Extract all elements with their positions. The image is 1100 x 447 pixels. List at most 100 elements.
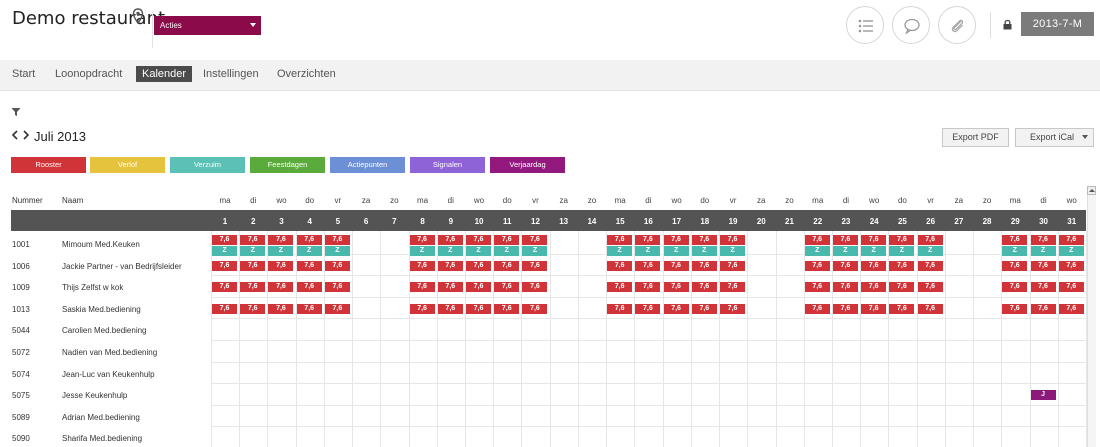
- day-number-label[interactable]: 16: [643, 217, 653, 226]
- legend-item-feestdagen[interactable]: Feestdagen: [250, 157, 325, 173]
- shift-cell[interactable]: 7,6: [494, 260, 520, 271]
- shift-cell[interactable]: 7,6: [832, 282, 858, 293]
- shift-cell[interactable]: 7,6: [324, 260, 350, 271]
- shift-cell[interactable]: 7,6: [522, 303, 548, 314]
- shift-cell[interactable]: 7,6: [663, 282, 689, 293]
- shift-cell[interactable]: 7,6: [466, 282, 492, 293]
- export-pdf-button[interactable]: Export PDF: [942, 128, 1009, 147]
- shift-cell[interactable]: 7,6: [494, 235, 520, 245]
- day-number-label[interactable]: 22: [813, 217, 823, 226]
- day-number-label[interactable]: 3: [279, 217, 284, 226]
- shift-cell[interactable]: 7,6: [1002, 282, 1028, 293]
- shift-cell[interactable]: 7,6: [889, 303, 915, 314]
- day-number-label[interactable]: 24: [869, 217, 879, 226]
- shift-cell[interactable]: 7,6: [832, 235, 858, 245]
- shift-cell[interactable]: 7,6: [861, 282, 887, 293]
- shift-cell[interactable]: 7,6: [212, 260, 237, 271]
- export-ical-dropdown[interactable]: Export iCal: [1015, 128, 1094, 147]
- shift-cell[interactable]: 7,6: [889, 260, 915, 271]
- day-number-label[interactable]: 12: [531, 217, 540, 226]
- shift-cell[interactable]: 7,6: [1002, 235, 1028, 245]
- sick-cell[interactable]: Z: [1002, 246, 1028, 256]
- legend-item-signalen[interactable]: Signalen: [410, 157, 485, 173]
- day-number-label[interactable]: 23: [841, 217, 851, 226]
- shift-cell[interactable]: 7,6: [240, 260, 266, 271]
- sick-cell[interactable]: Z: [720, 246, 746, 256]
- sick-cell[interactable]: Z: [832, 246, 858, 256]
- day-number-label[interactable]: 31: [1067, 217, 1077, 226]
- day-number-label[interactable]: 7: [392, 217, 397, 226]
- shift-cell[interactable]: 7,6: [691, 303, 717, 314]
- day-number-label[interactable]: 20: [756, 217, 766, 226]
- legend-item-rooster[interactable]: Rooster: [11, 157, 86, 173]
- day-number-label[interactable]: 9: [448, 217, 454, 226]
- shift-cell[interactable]: 7,6: [522, 282, 548, 293]
- day-number-label[interactable]: 21: [785, 217, 794, 226]
- shift-cell[interactable]: 7,6: [1002, 303, 1028, 314]
- sick-cell[interactable]: Z: [494, 246, 520, 256]
- shift-cell[interactable]: 7,6: [720, 235, 746, 245]
- shift-cell[interactable]: 7,6: [240, 235, 266, 245]
- day-number-label[interactable]: 18: [700, 217, 710, 226]
- shift-cell[interactable]: 7,6: [663, 260, 689, 271]
- list-button[interactable]: [846, 6, 884, 44]
- shift-cell[interactable]: 7,6: [663, 303, 689, 314]
- shift-cell[interactable]: 7,6: [268, 260, 294, 271]
- day-number-label[interactable]: 8: [420, 217, 425, 226]
- shift-cell[interactable]: 7,6: [804, 235, 830, 245]
- employee-name[interactable]: Saskia Med.bediening: [62, 304, 141, 314]
- day-number-label[interactable]: 13: [559, 217, 569, 226]
- shift-cell[interactable]: 7,6: [240, 303, 266, 314]
- shift-cell[interactable]: 7,6: [1030, 235, 1056, 245]
- nav-instellingen[interactable]: Instellingen: [203, 68, 259, 80]
- actions-dropdown[interactable]: Acties: [154, 16, 261, 35]
- shift-cell[interactable]: 7,6: [917, 282, 943, 293]
- shift-cell[interactable]: 7,6: [212, 303, 237, 314]
- shift-cell[interactable]: 7,6: [917, 303, 943, 314]
- shift-cell[interactable]: 7,6: [607, 260, 633, 271]
- shift-cell[interactable]: 7,6: [861, 303, 887, 314]
- sick-cell[interactable]: Z: [437, 246, 463, 256]
- day-number-label[interactable]: 19: [728, 217, 738, 226]
- sick-cell[interactable]: Z: [663, 246, 689, 256]
- shift-cell[interactable]: 7,6: [494, 303, 520, 314]
- sick-cell[interactable]: Z: [212, 246, 237, 256]
- shift-cell[interactable]: 7,6: [296, 282, 322, 293]
- day-number-label[interactable]: 29: [1010, 217, 1020, 226]
- shift-cell[interactable]: 7,6: [607, 235, 633, 245]
- shift-cell[interactable]: 7,6: [663, 235, 689, 245]
- sick-cell[interactable]: Z: [268, 246, 294, 256]
- day-number-label[interactable]: 2: [250, 217, 256, 226]
- day-number-label[interactable]: 11: [503, 217, 512, 226]
- nav-loonopdracht[interactable]: Loonopdracht: [55, 68, 123, 80]
- shift-cell[interactable]: 7,6: [635, 235, 661, 245]
- sick-cell[interactable]: Z: [1058, 246, 1084, 256]
- employee-name[interactable]: Adrian Med.bediening: [62, 412, 140, 422]
- shift-cell[interactable]: 7,6: [409, 235, 435, 245]
- shift-cell[interactable]: 7,6: [268, 282, 294, 293]
- chat-button[interactable]: [892, 6, 930, 44]
- shift-cell[interactable]: 7,6: [691, 235, 717, 245]
- day-number-label[interactable]: 28: [982, 217, 992, 226]
- shift-cell[interactable]: 7,6: [635, 303, 661, 314]
- legend-item-verjaardag[interactable]: Verjaardag: [490, 157, 565, 173]
- chevron-left-icon[interactable]: [10, 129, 20, 141]
- shift-cell[interactable]: 7,6: [437, 235, 463, 245]
- shift-cell[interactable]: 7,6: [437, 282, 463, 293]
- shift-cell[interactable]: 7,6: [268, 235, 294, 245]
- employee-name[interactable]: Jean-Luc van Keukenhulp: [62, 369, 155, 379]
- sick-cell[interactable]: Z: [296, 246, 322, 256]
- shift-cell[interactable]: 7,6: [691, 260, 717, 271]
- shift-cell[interactable]: 7,6: [1002, 260, 1028, 271]
- employee-name[interactable]: Carolien Med.bediening: [62, 326, 147, 336]
- shift-cell[interactable]: 7,6: [296, 260, 322, 271]
- shift-cell[interactable]: 7,6: [1030, 303, 1056, 314]
- day-number-label[interactable]: 25: [897, 217, 907, 226]
- sick-cell[interactable]: Z: [409, 246, 435, 256]
- shift-cell[interactable]: 7,6: [1058, 235, 1084, 245]
- day-number-label[interactable]: 15: [615, 217, 625, 226]
- shift-cell[interactable]: 7,6: [635, 260, 661, 271]
- attachment-button[interactable]: [938, 6, 976, 44]
- legend-item-verzuim[interactable]: Verzuim: [170, 157, 245, 173]
- shift-cell[interactable]: 7,6: [720, 282, 746, 293]
